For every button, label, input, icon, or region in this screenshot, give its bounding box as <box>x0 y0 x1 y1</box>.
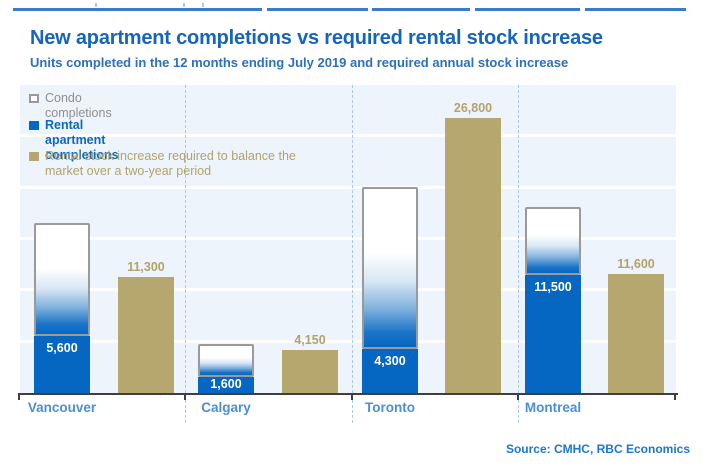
bar-rental-toronto: 4,300 <box>362 348 418 393</box>
data-label-rental-calgary: 1,600 <box>210 376 242 391</box>
top-border-tick <box>95 3 97 7</box>
group-separator-line <box>185 85 186 423</box>
x-axis-label-toronto: Toronto <box>365 400 415 415</box>
gridline-5000 <box>20 339 676 343</box>
bar-rental-montreal: 11,500 <box>525 274 581 393</box>
gridline-25000 <box>20 134 676 138</box>
x-axis-tick <box>351 394 353 400</box>
rental-swatch-icon <box>29 121 39 130</box>
bar-stock-calgary <box>282 350 338 393</box>
bar-stock-montreal <box>608 273 664 393</box>
bar-condo-calgary <box>198 343 254 377</box>
bar-condo-montreal <box>525 207 581 275</box>
x-axis-label-montreal: Montreal <box>524 400 582 415</box>
bar-rental-vancouver: 5,600 <box>34 335 90 393</box>
x-axis-tick <box>674 394 676 400</box>
bar-condo-vancouver <box>34 222 90 336</box>
top-border-tick <box>202 3 204 7</box>
legend-label: Rental stock increase required to balanc… <box>45 149 296 178</box>
plot-area: 5,600 11,300 1,600 4,150 4,300 26,800 11,500 11… <box>18 85 678 423</box>
source-note: Source: CMHC, RBC Economics <box>505 442 690 456</box>
data-label-rental-montreal: 11,500 <box>534 279 572 294</box>
bar-condo-toronto <box>362 186 418 349</box>
data-label-rental-vancouver: 5,600 <box>46 340 78 355</box>
top-border-segment <box>372 8 470 11</box>
data-label-stock-calgary: 4,150 <box>294 333 326 348</box>
condo-swatch-icon <box>29 94 39 103</box>
x-axis-tick <box>184 394 186 400</box>
bar-stock-toronto <box>445 117 501 393</box>
x-axis-label-vancouver: Vancouver <box>27 400 97 415</box>
legend-label: Condo completions <box>45 91 112 120</box>
bar-stock-vancouver <box>118 277 174 393</box>
gridline-20000 <box>20 185 676 189</box>
group-separator-line <box>518 85 519 423</box>
top-border-segment <box>585 8 686 11</box>
top-border-segment <box>13 8 262 11</box>
top-border-segment <box>475 8 580 11</box>
legend-item-rental: Rental apartment completions <box>29 118 119 162</box>
legend-item-stock: Rental stock increase required to balanc… <box>29 149 307 179</box>
data-label-stock-toronto: 26,800 <box>453 100 493 115</box>
data-label-stock-vancouver: 11,300 <box>127 260 165 274</box>
gridline-10000 <box>20 288 676 292</box>
x-axis-label-calgary: Calgary <box>201 400 251 415</box>
group-separator-line <box>352 85 353 423</box>
data-label-stock-montreal: 11,600 <box>617 256 655 271</box>
top-border-tick <box>183 3 185 7</box>
x-axis-line <box>18 393 678 395</box>
x-axis-tick <box>18 394 20 400</box>
data-label-rental-toronto: 4,300 <box>374 353 406 368</box>
top-border-segment <box>267 8 368 11</box>
bar-rental-calgary: 1,600 <box>198 376 254 393</box>
x-axis-tick <box>517 394 519 400</box>
chart-title: New apartment completions vs required re… <box>30 27 603 49</box>
chart-subtitle: Units completed in the 12 months ending … <box>30 55 569 70</box>
legend-item-condo: Condo completions <box>29 91 112 121</box>
legend-label: Rental apartment completions <box>45 118 119 162</box>
gridline-15000 <box>20 237 676 240</box>
stock-swatch-icon <box>29 152 39 161</box>
